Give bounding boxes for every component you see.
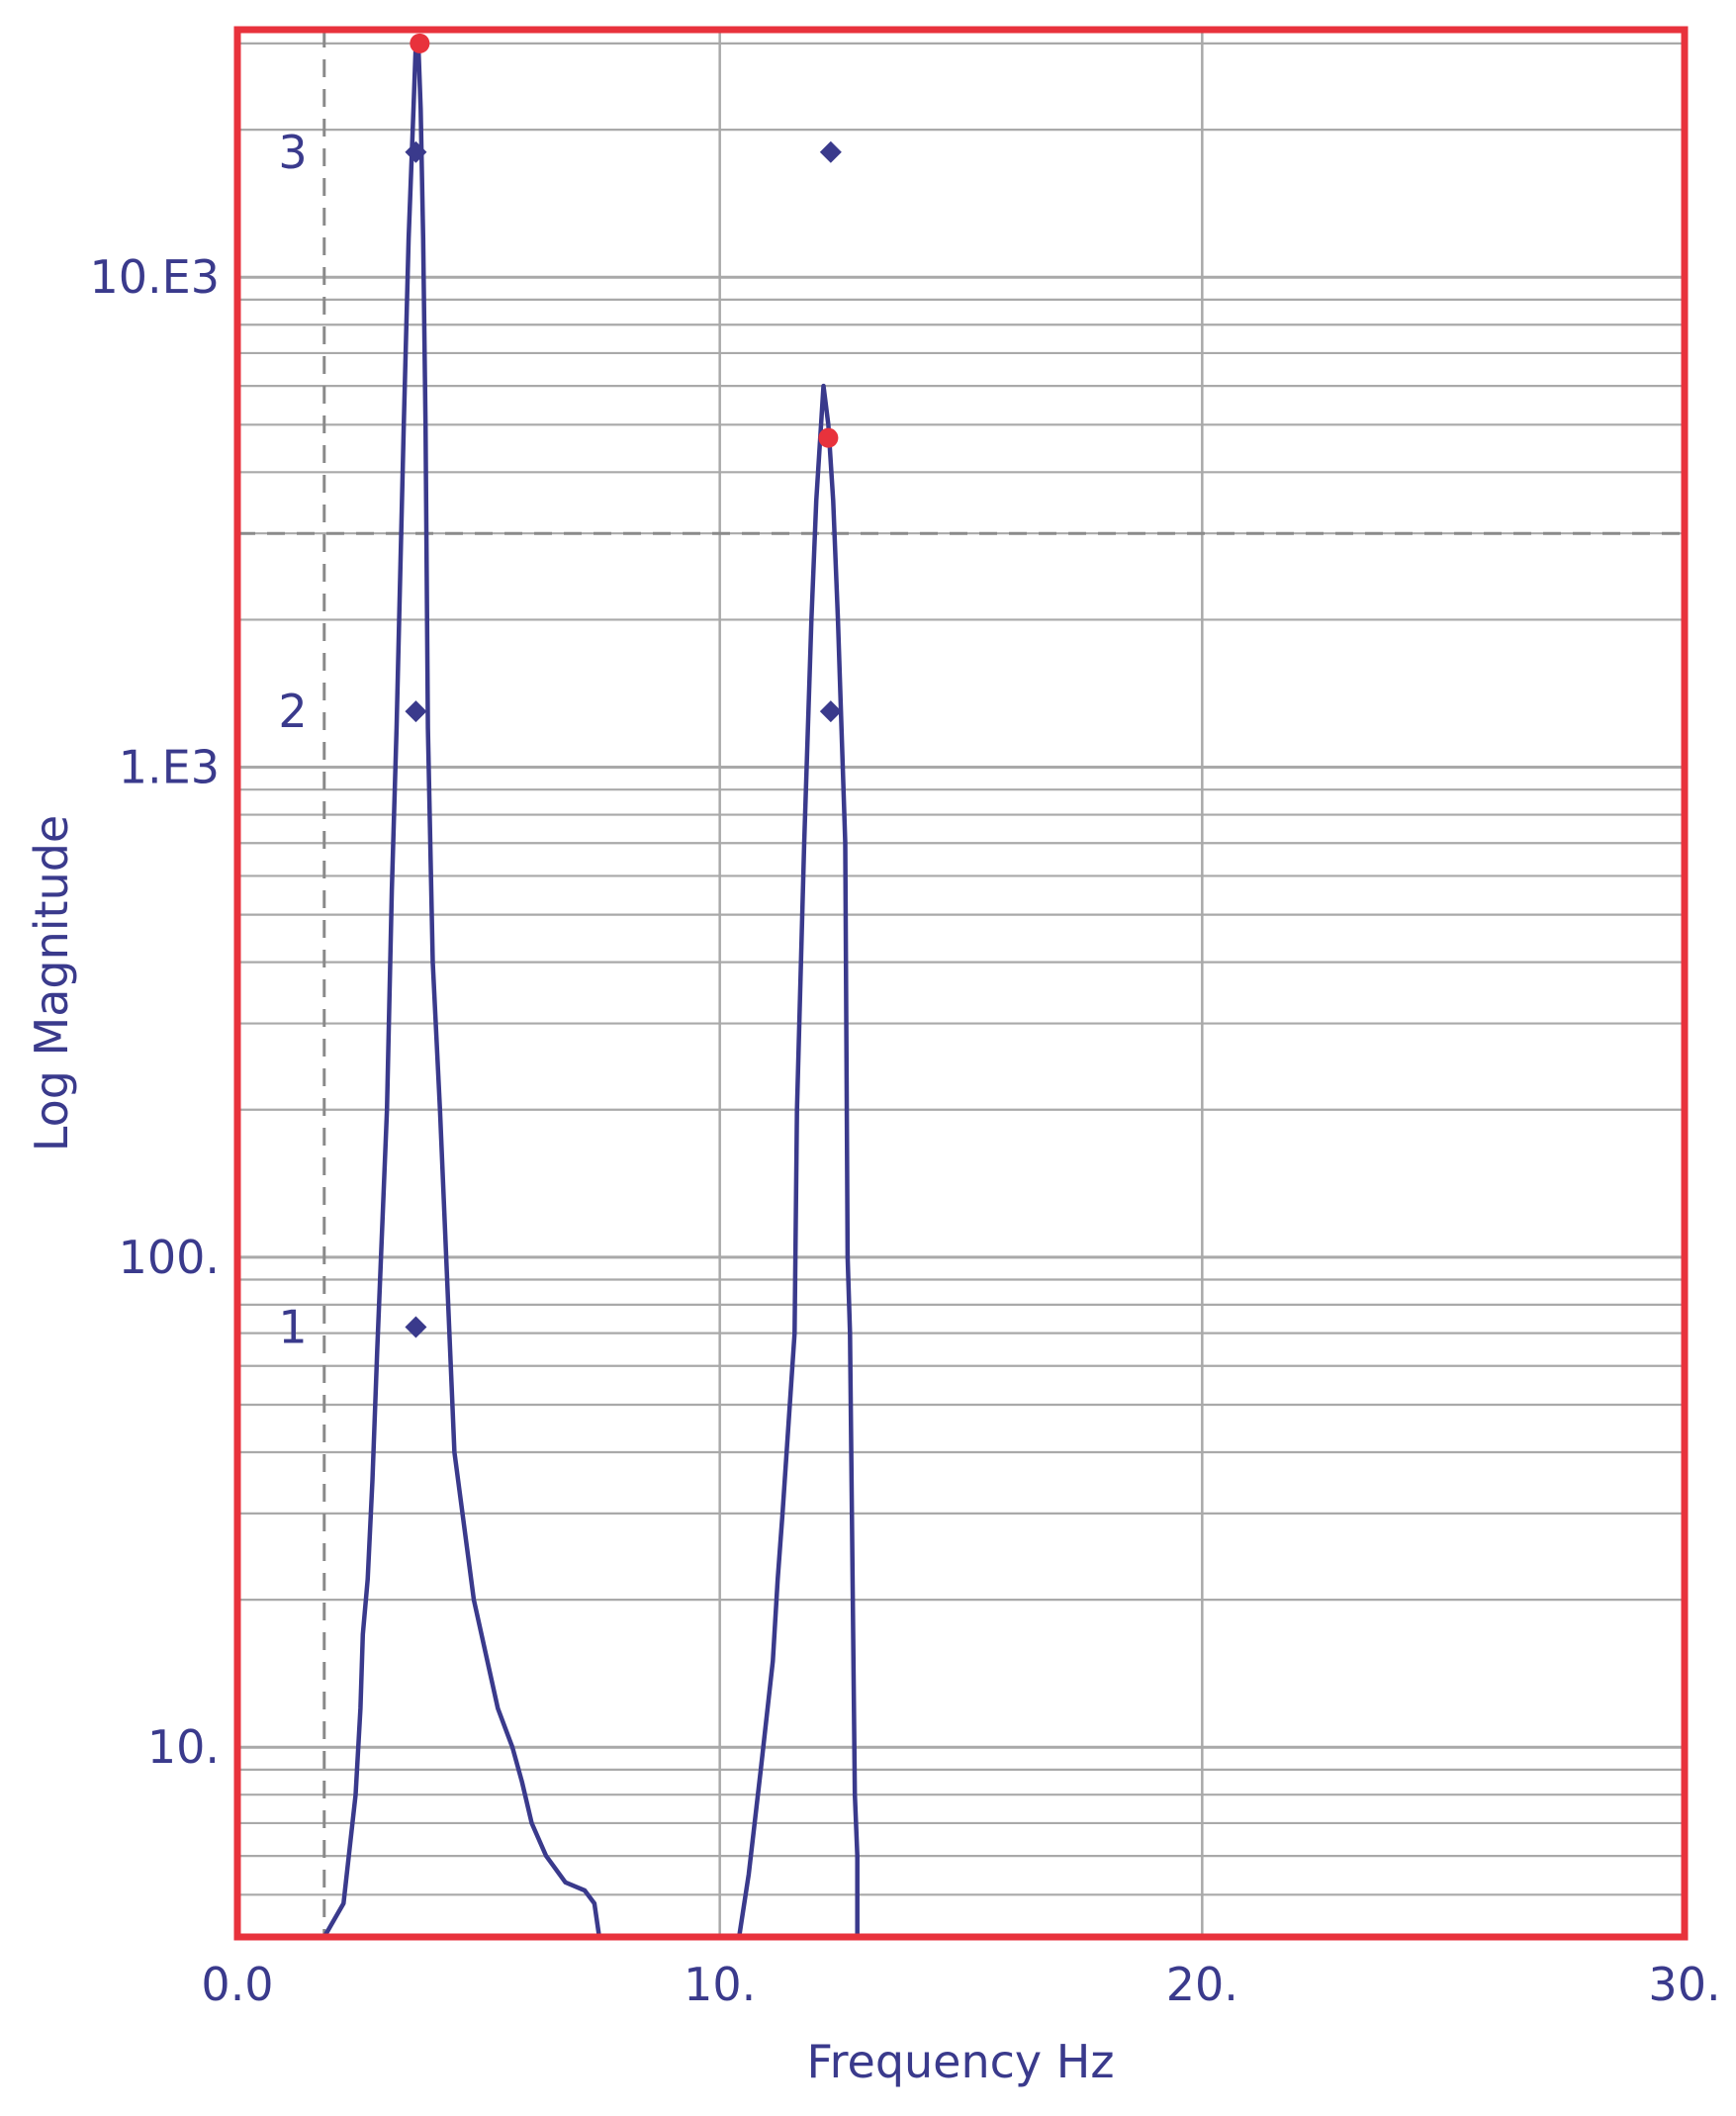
annotation-label: 1 bbox=[278, 1301, 307, 1354]
annotation-point bbox=[405, 1316, 427, 1338]
series-line-2 bbox=[736, 383, 860, 1940]
annotation-point bbox=[819, 700, 842, 723]
y-tick-label: 100. bbox=[119, 1231, 220, 1284]
plot-frame bbox=[233, 26, 1689, 1941]
annotation-point bbox=[405, 700, 427, 723]
annotation-markers: 1 2 3 bbox=[278, 126, 842, 1354]
annotation-label: 2 bbox=[278, 685, 307, 738]
y-tick-label: 1.E3 bbox=[119, 741, 220, 794]
y-tick-label: 10. bbox=[147, 1720, 220, 1774]
series-layer bbox=[321, 41, 860, 1940]
y-axis-title: Log Magnitude bbox=[25, 815, 78, 1152]
annotation-label: 3 bbox=[278, 126, 307, 179]
peak-marker bbox=[410, 33, 430, 53]
y-tick-label: 10.E3 bbox=[90, 250, 221, 304]
annotation-point bbox=[405, 140, 427, 163]
annotation-point bbox=[819, 140, 842, 163]
x-tick-label: 20. bbox=[1166, 1958, 1238, 2011]
peak-marker bbox=[818, 427, 839, 448]
cursor-lines bbox=[237, 30, 1685, 1937]
grid-layer bbox=[237, 30, 1685, 1937]
series-line-1 bbox=[321, 41, 602, 1940]
x-tick-label: 30. bbox=[1648, 1958, 1720, 2011]
x-tick-label: 10. bbox=[684, 1958, 756, 2011]
peak-markers bbox=[410, 33, 839, 448]
x-axis-title: Frequency Hz bbox=[807, 2035, 1115, 2088]
x-tick-label: 0.0 bbox=[201, 1958, 273, 2011]
tick-labels: 0.0 10. 20. 30. 10. 100. 1.E3 10.E3 bbox=[90, 250, 1721, 2011]
